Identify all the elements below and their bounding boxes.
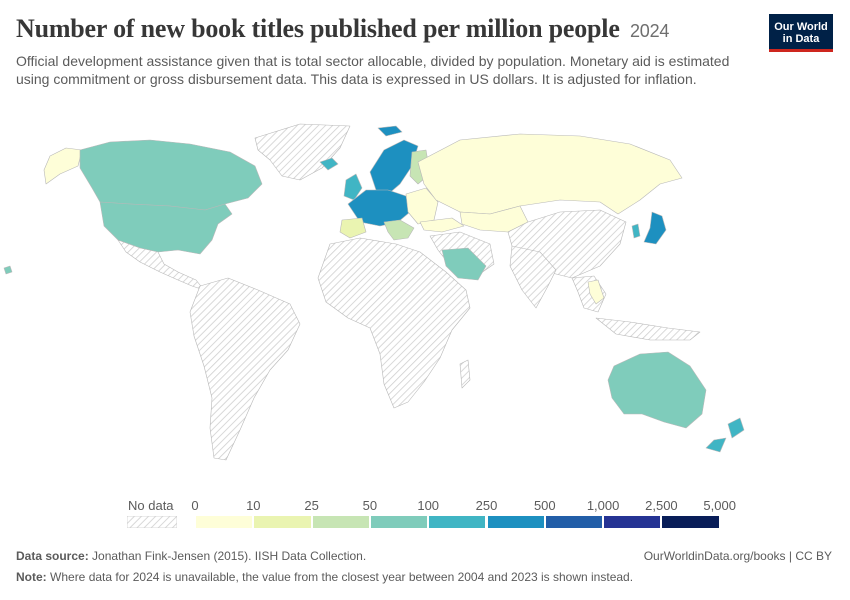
madagascar — [459, 359, 471, 389]
legend-no-data-label: No data — [128, 498, 174, 513]
legend-tick-label: 5,000 — [703, 498, 736, 513]
source-label: Data source: — [16, 549, 89, 563]
title-year: 2024 — [629, 21, 670, 41]
uk-ireland — [343, 173, 363, 201]
world-map — [3, 123, 745, 461]
new-zealand — [705, 417, 745, 453]
chart-title: Number of new book titles published per … — [16, 14, 669, 44]
note-text: Where data for 2024 is unavailable, the … — [50, 570, 634, 584]
africa — [317, 237, 471, 409]
legend-tick-label: 10 — [246, 498, 261, 513]
legend-tick-label: 250 — [475, 498, 498, 513]
iberia — [339, 217, 367, 239]
legend-bin[interactable] — [369, 516, 429, 528]
canada — [79, 139, 263, 211]
indonesia — [595, 317, 701, 341]
legend-bin[interactable] — [195, 516, 254, 528]
logo-line-1: Our World — [774, 21, 828, 33]
italy-balkans — [383, 219, 415, 241]
legend-tick-label: 0 — [191, 498, 199, 513]
legend-bin[interactable] — [544, 516, 604, 528]
legend-tick-label: 50 — [362, 498, 378, 513]
legend-no-data-swatch — [127, 516, 177, 528]
source-text[interactable]: Jonathan Fink-Jensen (2015). IISH Data C… — [92, 549, 367, 563]
legend-tick-label: 100 — [417, 498, 440, 513]
note-label: Note: — [16, 570, 47, 584]
legend-bin[interactable] — [486, 516, 545, 528]
alaska — [43, 147, 83, 185]
owid-logo[interactable]: Our World in Data — [769, 14, 833, 52]
small-island — [3, 265, 13, 275]
legend-bin[interactable] — [603, 516, 662, 528]
legend-tick-label: 1,000 — [586, 498, 620, 513]
russia — [417, 133, 683, 215]
legend-tick-label: 2,500 — [645, 498, 678, 513]
thailand — [587, 279, 605, 305]
saudi-arabia — [441, 247, 487, 281]
united-states — [99, 201, 233, 255]
color-legend: No data — [0, 496, 850, 536]
legend-tick-label: 500 — [533, 498, 556, 513]
chart-subtitle: Official development assistance given th… — [16, 53, 730, 87]
turkey — [419, 217, 465, 233]
legend-bin[interactable] — [253, 516, 312, 528]
iceland — [319, 157, 339, 171]
legend-bin[interactable] — [311, 516, 370, 528]
legend-tick-label: 25 — [304, 498, 319, 513]
legend-bin[interactable] — [661, 516, 720, 528]
korea — [631, 223, 641, 239]
source-line: Data source: Jonathan Fink-Jensen (2015)… — [16, 549, 366, 563]
footer-url[interactable]: OurWorldinData.org/books | CC BY — [643, 549, 832, 563]
note-line: Note: Where data for 2024 is unavailable… — [16, 570, 633, 584]
title-text: Number of new book titles published per … — [16, 14, 620, 43]
australia — [607, 351, 707, 429]
logo-line-2: in Data — [782, 33, 820, 45]
south-america — [189, 277, 301, 461]
legend-bin[interactable] — [428, 516, 487, 528]
svalbard — [377, 125, 403, 137]
south-asia — [509, 245, 557, 309]
greenland — [254, 123, 351, 181]
japan — [643, 211, 667, 245]
